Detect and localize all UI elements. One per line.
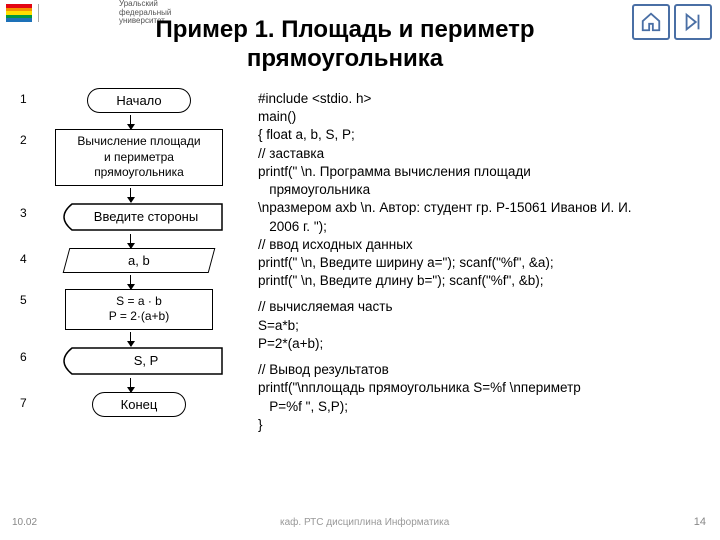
code-line: #include <stdio. h> [258,90,710,108]
footer-text: каф. РТС дисциплина Информатика [280,517,449,528]
code-line: \nразмером axb \n. Автор: студент гр. Р-… [258,199,710,235]
arrow-icon [130,378,131,392]
code-line: main() [258,108,710,126]
code-block: #include <stdio. h> main() { float a, b,… [258,90,710,434]
page-title: Пример 1. Площадь и периметр прямоугольн… [60,16,630,74]
code-line: // заставка [258,145,710,163]
code-line: printf(" \n. Программа вычисления площад… [258,163,710,199]
code-line: printf(" \n, Введите ширину a="); scanf(… [258,254,710,272]
page-number: 14 [694,516,706,528]
code-line: } [258,416,710,434]
arrow-icon [130,234,131,248]
code-line: // вычисляемая часть [258,298,710,316]
io-box: a, b [63,248,216,273]
code-line: printf(" \n, Введите длину b="); scanf("… [258,272,710,290]
arrow-icon [130,115,131,129]
terminator-end: Конец [92,392,187,417]
process-box: Вычисление площадии периметрапрямоугольн… [55,129,223,186]
code-line: { float a, b, S, P; [258,126,710,144]
terminator-start: Начало [87,88,190,113]
arrow-icon [130,188,131,202]
step-num: 6 [20,350,38,364]
next-icon [682,11,704,33]
code-line: // ввод исходных данных [258,236,710,254]
next-button[interactable] [674,4,712,40]
nav-icons [632,4,712,40]
code-line: P=2*(a+b); [258,335,710,353]
code-line: printf("\nплощадь прямоугольника S=%f \n… [258,379,710,415]
logo-separator [38,4,39,22]
step-num: 5 [20,293,38,307]
home-button[interactable] [632,4,670,40]
display-shape: S, P [54,346,224,376]
home-icon [640,11,662,33]
arrow-icon [130,332,131,346]
step-num: 2 [20,133,38,147]
step-num: 4 [20,252,38,266]
svg-text:S, P: S, P [134,353,159,368]
display-shape: Введите стороны [54,202,224,232]
flowchart: 1 Начало 2 Вычисление площадии периметра… [20,88,240,419]
footer-date: 10.02 [12,517,37,528]
svg-text:Введите стороны: Введите стороны [94,209,198,224]
code-line: // Вывод результатов [258,361,710,379]
step-num: 1 [20,92,38,106]
logo-stripes [6,4,32,22]
code-line: S=a*b; [258,317,710,335]
step-num: 7 [20,396,38,410]
arrow-icon [130,275,131,289]
process-box: S = a · bP = 2·(a+b) [65,289,213,330]
step-num: 3 [20,206,38,220]
